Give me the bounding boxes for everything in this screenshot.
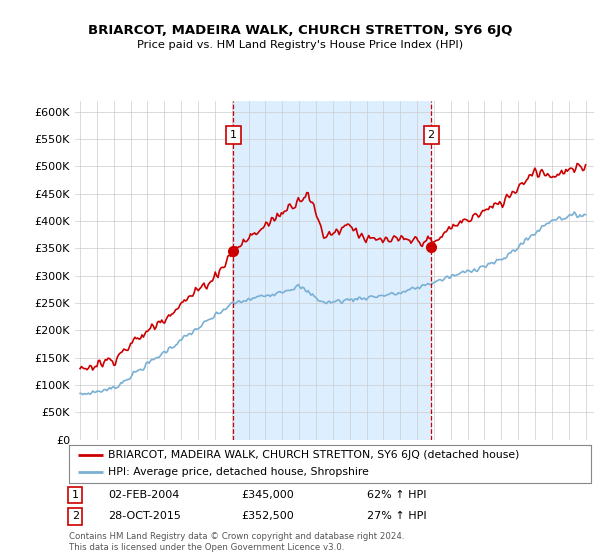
Text: BRIARCOT, MADEIRA WALK, CHURCH STRETTON, SY6 6JQ (detached house): BRIARCOT, MADEIRA WALK, CHURCH STRETTON,… <box>108 450 520 460</box>
Text: 62% ↑ HPI: 62% ↑ HPI <box>367 490 426 500</box>
Text: 28-OCT-2015: 28-OCT-2015 <box>108 511 181 521</box>
Text: 02-FEB-2004: 02-FEB-2004 <box>108 490 179 500</box>
Bar <box>233 101 431 440</box>
Text: 2: 2 <box>427 130 434 140</box>
Text: 1: 1 <box>230 130 237 140</box>
Text: HPI: Average price, detached house, Shropshire: HPI: Average price, detached house, Shro… <box>108 468 369 478</box>
Text: 27% ↑ HPI: 27% ↑ HPI <box>367 511 426 521</box>
Text: BRIARCOT, MADEIRA WALK, CHURCH STRETTON, SY6 6JQ: BRIARCOT, MADEIRA WALK, CHURCH STRETTON,… <box>88 24 512 38</box>
Text: £345,000: £345,000 <box>241 490 294 500</box>
Text: 2: 2 <box>72 511 79 521</box>
Text: Contains HM Land Registry data © Crown copyright and database right 2024.
This d: Contains HM Land Registry data © Crown c… <box>69 533 404 552</box>
Text: £352,500: £352,500 <box>241 511 294 521</box>
Text: 1: 1 <box>72 490 79 500</box>
Text: Price paid vs. HM Land Registry's House Price Index (HPI): Price paid vs. HM Land Registry's House … <box>137 40 463 50</box>
